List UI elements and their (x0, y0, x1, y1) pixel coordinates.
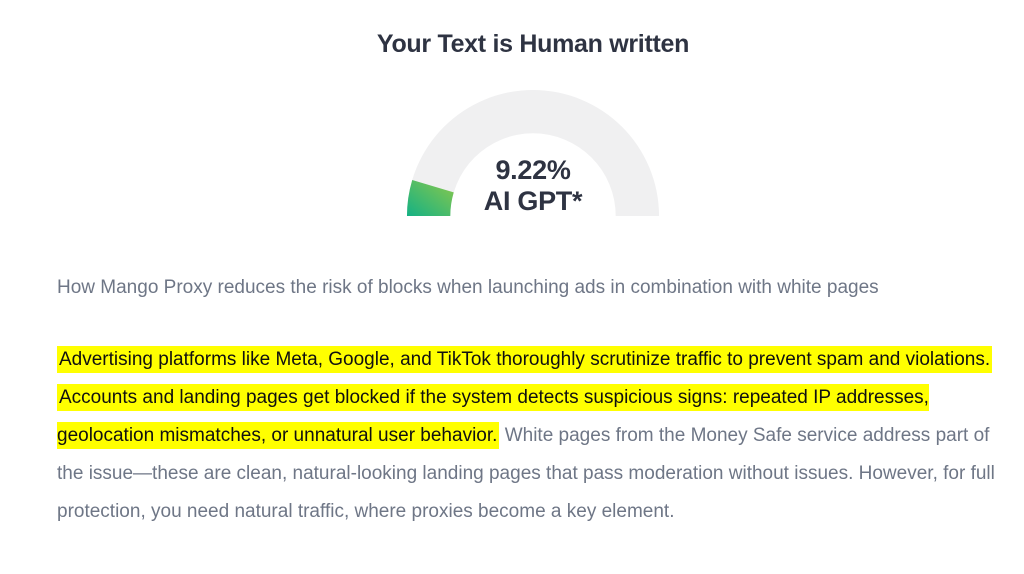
gauge-unit-label: AI GPT* (483, 186, 583, 216)
ai-detection-gauge: 9.22% AI GPT* (405, 87, 661, 217)
article-text-block: How Mango Proxy reduces the risk of bloc… (57, 269, 1012, 531)
detector-result-section: Your Text is Human written 9.22% AI GPT* (0, 0, 1024, 217)
gauge-center-labels: 9.22% AI GPT* (405, 155, 661, 217)
intro-paragraph: How Mango Proxy reduces the risk of bloc… (57, 277, 879, 298)
gauge-chart (406, 89, 660, 216)
highlighted-sentence-1: Advertising platforms like Meta, Google,… (57, 346, 993, 373)
body-paragraph: Advertising platforms like Meta, Google,… (57, 341, 1012, 531)
body-text-rest: White pages from the Money Safe service … (57, 425, 995, 522)
gauge-track-arc (406, 89, 660, 216)
gauge-percent-value: 9.22% (495, 155, 571, 185)
page-title: Your Text is Human written (376, 30, 690, 58)
gauge-value-arc (406, 180, 454, 216)
